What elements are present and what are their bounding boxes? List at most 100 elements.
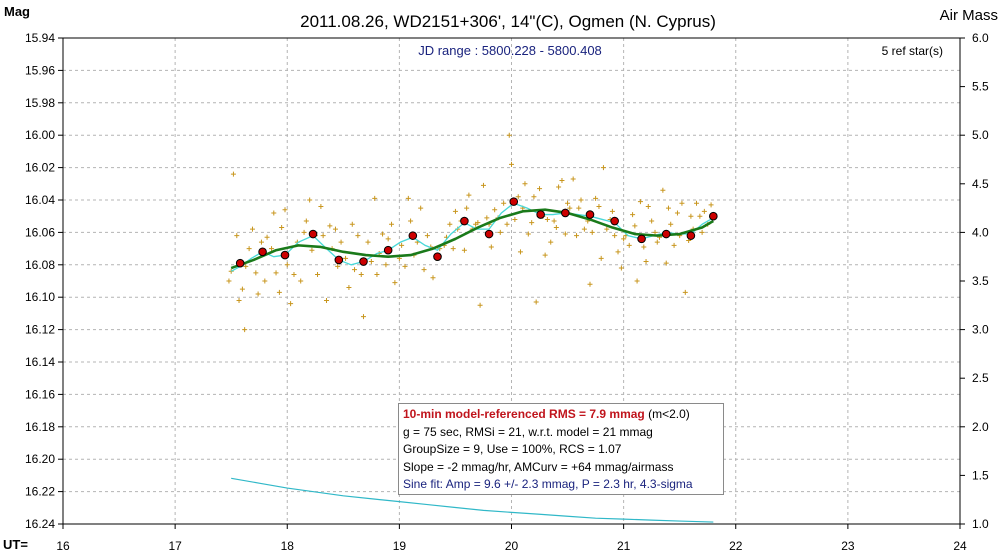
group-size-line: GroupSize = 9, Use = 100%, RCS = 1.07 xyxy=(403,442,622,457)
raw-point xyxy=(694,200,700,206)
raw-point xyxy=(284,262,290,268)
raw-point xyxy=(512,216,518,222)
grid-lines xyxy=(63,38,960,524)
raw-point xyxy=(418,205,424,211)
x-tick-label: 16 xyxy=(56,539,70,553)
airmass-curve xyxy=(231,477,714,523)
raw-point xyxy=(452,208,458,214)
raw-point xyxy=(262,278,268,284)
raw-point xyxy=(249,226,255,232)
group-point xyxy=(359,257,368,266)
smoothed-curve xyxy=(230,202,714,272)
raw-point xyxy=(529,220,535,226)
raw-point xyxy=(626,242,632,248)
group-point xyxy=(280,250,290,260)
raw-point xyxy=(276,289,282,295)
y2-tick-label: 5.0 xyxy=(972,128,989,142)
raw-point xyxy=(531,194,537,200)
raw-point xyxy=(578,197,584,203)
y2-tick-label: 6.0 xyxy=(972,31,989,45)
y2-tick-label: 4.0 xyxy=(972,225,989,239)
group-point xyxy=(610,216,619,226)
raw-point xyxy=(288,301,294,307)
raw-point xyxy=(506,132,512,138)
y2-tick-label: 3.5 xyxy=(972,274,989,288)
raw-point xyxy=(255,291,261,297)
group-point xyxy=(460,216,469,226)
raw-point xyxy=(323,297,329,303)
raw-point xyxy=(380,231,386,237)
raw-point xyxy=(576,205,582,211)
y2-tick-label: 1.5 xyxy=(972,468,989,482)
raw-point xyxy=(320,233,326,239)
raw-point xyxy=(258,239,264,245)
x-tick-label: 17 xyxy=(168,539,182,553)
raw-point xyxy=(372,195,378,201)
raw-point xyxy=(553,225,559,231)
group-point xyxy=(484,229,494,239)
y-tick-label: 16.02 xyxy=(25,161,55,175)
raw-point xyxy=(537,186,543,192)
y-tick-label: 16.14 xyxy=(25,355,55,369)
group-point xyxy=(536,210,545,219)
raw-point xyxy=(298,278,304,284)
raw-point xyxy=(368,259,374,265)
raw-point xyxy=(492,207,498,213)
statistics-box: 10-min model-referenced RMS = 7.9 mmag (… xyxy=(398,403,724,495)
raw-point xyxy=(402,263,408,269)
y-tick-label: 16.16 xyxy=(25,387,55,401)
raw-point xyxy=(355,233,361,239)
y2-tick-label: 4.5 xyxy=(972,177,989,191)
raw-point xyxy=(522,181,528,187)
raw-point xyxy=(385,236,391,242)
raw-point xyxy=(542,252,548,258)
y2-tick-label: 3.0 xyxy=(972,323,989,337)
raw-point xyxy=(612,233,618,239)
group-point xyxy=(433,252,442,262)
raw-point xyxy=(701,208,707,214)
raw-point xyxy=(652,229,658,235)
raw-point xyxy=(307,197,313,203)
raw-point xyxy=(497,229,503,235)
raw-point xyxy=(604,226,610,232)
right-axis-label: Air Mass xyxy=(940,7,998,24)
raw-point xyxy=(332,226,338,232)
raw-point xyxy=(562,231,568,237)
raw-point xyxy=(615,249,621,255)
y-tick-label: 16.06 xyxy=(25,225,55,239)
raw-point xyxy=(236,297,242,303)
raw-point xyxy=(477,302,483,308)
raw-point xyxy=(365,239,371,245)
raw-point xyxy=(634,278,640,284)
raw-point xyxy=(230,171,236,177)
y-tick-label: 16.12 xyxy=(25,323,55,337)
raw-point xyxy=(424,233,430,239)
raw-point xyxy=(688,213,694,219)
x-tick-label: 24 xyxy=(953,539,967,553)
y2-tick-label: 2.0 xyxy=(972,420,989,434)
raw-point xyxy=(581,226,587,232)
raw-point xyxy=(645,203,651,209)
raw-point xyxy=(242,327,248,333)
group-stats-line: g = 75 sec, RMSi = 21, w.r.t. model = 21… xyxy=(403,424,653,439)
raw-point xyxy=(699,229,705,235)
airmass-line xyxy=(231,477,714,523)
raw-point xyxy=(464,205,470,211)
group-point xyxy=(686,231,696,240)
raw-point xyxy=(461,247,467,253)
group-point xyxy=(709,211,718,221)
raw-point xyxy=(271,210,277,216)
raw-point xyxy=(567,205,573,211)
raw-point xyxy=(515,194,521,200)
group-point xyxy=(637,234,646,244)
raw-point xyxy=(697,213,703,219)
raw-point xyxy=(405,195,411,201)
left-axis-label: Mag xyxy=(4,4,30,19)
rms-condition: (m<2.0) xyxy=(644,407,690,421)
raw-point xyxy=(643,259,649,265)
raw-point xyxy=(239,286,245,292)
y-tick-label: 16.10 xyxy=(25,290,55,304)
rms-line: 10-min model-referenced RMS = 7.9 mmag (… xyxy=(403,406,719,424)
group-point xyxy=(308,229,318,239)
raw-point xyxy=(430,275,436,281)
